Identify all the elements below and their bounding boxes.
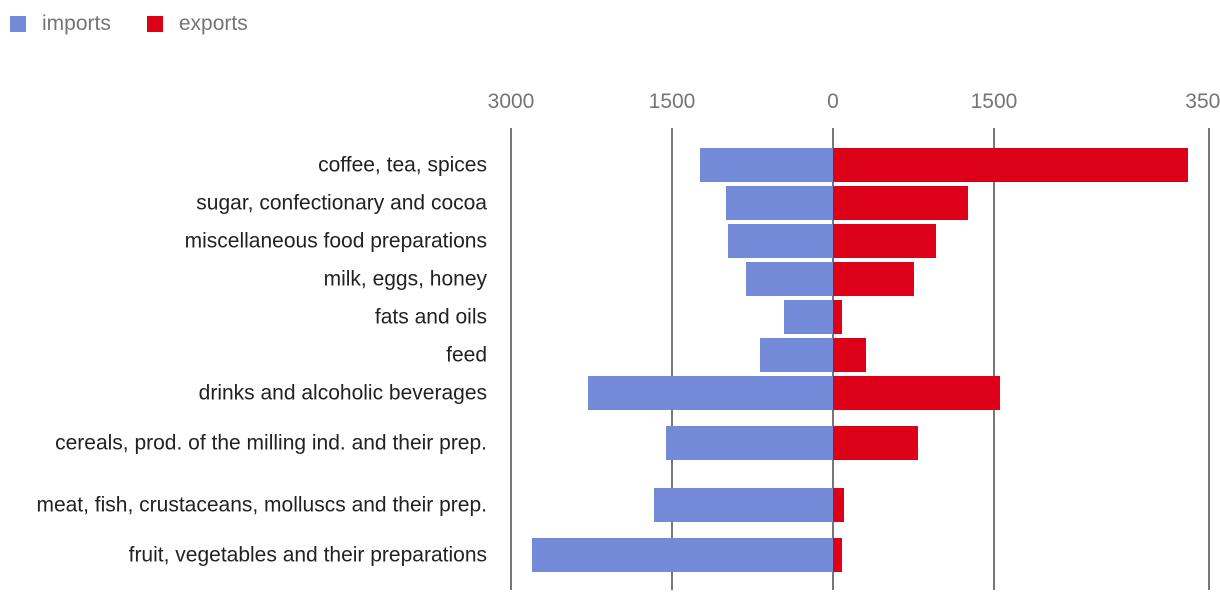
category-label: sugar, confectionary and cocoa bbox=[196, 191, 487, 215]
bar-exports[interactable] bbox=[833, 262, 915, 296]
legend-item-exports[interactable]: exports bbox=[146, 12, 248, 36]
legend-item-imports[interactable]: imports bbox=[10, 12, 111, 36]
gridline bbox=[992, 128, 995, 590]
bar-exports[interactable] bbox=[833, 376, 1000, 410]
bar-imports[interactable] bbox=[784, 300, 833, 334]
bar-imports[interactable] bbox=[653, 488, 833, 522]
bar-imports[interactable] bbox=[760, 338, 833, 372]
legend: imports exports bbox=[10, 12, 284, 36]
category-label: fruit, vegetables and their preparations bbox=[128, 543, 487, 567]
bar-exports[interactable] bbox=[833, 488, 845, 522]
tick-label: 3000 bbox=[487, 90, 535, 113]
gridline bbox=[510, 128, 512, 590]
category-label: fats and oils bbox=[374, 305, 487, 329]
bar-imports[interactable] bbox=[531, 538, 833, 572]
bar-exports[interactable] bbox=[833, 338, 867, 372]
category-label: coffee, tea, spices bbox=[318, 153, 487, 177]
bar-imports[interactable] bbox=[587, 376, 833, 410]
category-label: miscellaneous food preparations bbox=[184, 229, 487, 253]
gridline bbox=[1207, 128, 1210, 590]
bar-exports[interactable] bbox=[833, 538, 843, 572]
bar-exports[interactable] bbox=[833, 224, 937, 258]
tick-label: 0 bbox=[827, 90, 839, 113]
tick-label: 3500 bbox=[1185, 90, 1220, 113]
bar-imports[interactable] bbox=[699, 148, 833, 182]
bar-imports[interactable] bbox=[727, 224, 833, 258]
tick-label: 1500 bbox=[970, 90, 1018, 113]
bar-exports[interactable] bbox=[833, 148, 1189, 182]
legend-label-imports: imports bbox=[42, 12, 111, 35]
tick-label: 1500 bbox=[648, 90, 696, 113]
bar-imports[interactable] bbox=[666, 426, 833, 460]
bar-exports[interactable] bbox=[833, 426, 918, 460]
gridline bbox=[671, 128, 673, 590]
category-label: milk, eggs, honey bbox=[323, 267, 487, 291]
legend-swatch-imports bbox=[10, 16, 26, 32]
bar-exports[interactable] bbox=[833, 186, 969, 220]
bar-imports[interactable] bbox=[746, 262, 833, 296]
category-label: drinks and alcoholic beverages bbox=[198, 381, 487, 405]
category-label: feed bbox=[446, 343, 487, 367]
bar-imports[interactable] bbox=[725, 186, 833, 220]
legend-label-exports: exports bbox=[178, 12, 248, 35]
category-label: meat, fish, crustaceans, molluscs and th… bbox=[36, 493, 487, 517]
category-label: cereals, prod. of the milling ind. and t… bbox=[55, 431, 487, 455]
legend-swatch-exports bbox=[146, 16, 163, 32]
bar-exports[interactable] bbox=[833, 300, 843, 334]
